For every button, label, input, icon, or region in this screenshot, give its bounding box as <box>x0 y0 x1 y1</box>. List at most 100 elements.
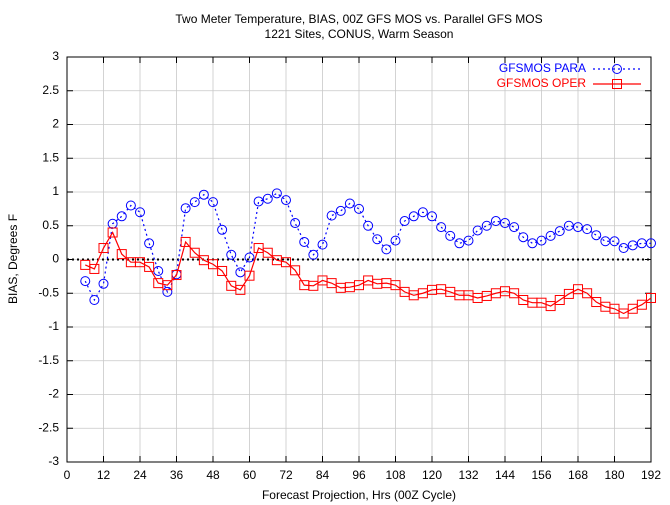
marker <box>262 193 273 204</box>
marker <box>554 226 565 237</box>
marker <box>98 243 109 254</box>
y-tick-label: -1.5 <box>38 353 59 367</box>
marker <box>646 292 656 303</box>
marker <box>189 197 200 208</box>
marker <box>481 220 492 231</box>
y-tick-label: -3 <box>48 454 59 468</box>
marker <box>144 261 155 272</box>
marker <box>363 220 374 231</box>
marker <box>500 218 510 229</box>
x-tick-label: 120 <box>422 468 442 482</box>
marker <box>299 236 310 247</box>
y-tick-label: -2.5 <box>38 420 59 434</box>
y-tick-label: 0 <box>52 252 59 266</box>
marker <box>308 249 319 260</box>
marker <box>554 295 565 305</box>
chart-title: Two Meter Temperature, BIAS, 00Z GFS MOS… <box>175 12 542 26</box>
legend-marker <box>612 79 622 89</box>
marker <box>573 222 583 233</box>
marker <box>454 238 465 249</box>
marker <box>308 280 319 291</box>
x-tick-label: 180 <box>604 468 624 482</box>
marker <box>427 211 437 222</box>
marker <box>271 188 282 199</box>
x-tick-label: 48 <box>206 468 220 482</box>
plot-frame <box>66 56 652 463</box>
marker <box>98 278 109 289</box>
marker <box>399 216 410 227</box>
x-tick-label: 192 <box>641 468 661 482</box>
marker <box>235 284 246 295</box>
marker <box>262 247 273 258</box>
marker <box>198 189 209 200</box>
x-tick-label: 12 <box>97 468 111 482</box>
marker <box>180 203 191 214</box>
marker <box>536 235 547 246</box>
y-tick-label: 1 <box>52 184 59 198</box>
legend-label: GFSMOS OPER <box>497 76 587 90</box>
y-tick-label: 2 <box>52 117 59 131</box>
marker <box>253 196 264 207</box>
marker <box>281 257 291 268</box>
marker <box>189 247 200 258</box>
marker <box>290 265 301 276</box>
marker <box>390 280 401 291</box>
marker <box>281 195 291 206</box>
legend-label: GFSMOS PARA <box>499 61 586 75</box>
x-tick-label: 144 <box>495 468 515 482</box>
x-tick-label: 84 <box>316 468 330 482</box>
series-line <box>84 192 651 302</box>
marker <box>591 230 602 241</box>
marker <box>180 236 191 247</box>
y-tick-label: -0.5 <box>38 285 59 299</box>
chart-subtitle: 1221 Sites, CONUS, Warm Season <box>265 27 454 41</box>
marker <box>244 252 255 263</box>
marker <box>217 224 228 235</box>
marker <box>627 240 638 251</box>
marker <box>545 301 556 312</box>
y-tick-label: 3 <box>52 49 59 63</box>
marker <box>372 234 383 245</box>
marker <box>290 218 301 229</box>
marker <box>317 239 328 250</box>
marker <box>335 205 346 216</box>
x-tick-label: 24 <box>133 468 147 482</box>
y-tick-label: 1.5 <box>42 150 59 164</box>
marker <box>171 270 182 281</box>
marker <box>417 207 428 218</box>
marker <box>472 225 483 236</box>
marker <box>226 249 237 260</box>
marker <box>125 200 136 211</box>
x-tick-label: 72 <box>279 468 293 482</box>
x-tick-label: 168 <box>568 468 588 482</box>
marker <box>107 227 118 238</box>
marker <box>89 295 100 305</box>
x-tick-label: 108 <box>385 468 405 482</box>
marker <box>162 280 173 291</box>
series-line <box>85 231 652 315</box>
y-axis-label: BIAS, Degrees F <box>6 214 20 304</box>
marker <box>244 270 255 281</box>
marker <box>646 238 656 249</box>
marker <box>618 243 629 254</box>
legend-marker <box>612 64 622 74</box>
y-tick-label: 2.5 <box>42 83 59 97</box>
marker <box>135 207 145 218</box>
marker <box>217 265 228 276</box>
marker <box>208 197 218 208</box>
y-tick-label: -1 <box>48 319 59 333</box>
marker <box>354 203 364 214</box>
marker <box>381 244 392 255</box>
x-tick-label: 156 <box>531 468 551 482</box>
marker <box>463 235 474 246</box>
x-tick-label: 132 <box>458 468 478 482</box>
marker <box>89 263 100 274</box>
marker <box>344 198 355 209</box>
marker <box>80 276 91 287</box>
marker <box>208 259 218 270</box>
marker <box>545 230 556 241</box>
x-tick-label: 36 <box>170 468 184 482</box>
marker <box>636 299 647 310</box>
